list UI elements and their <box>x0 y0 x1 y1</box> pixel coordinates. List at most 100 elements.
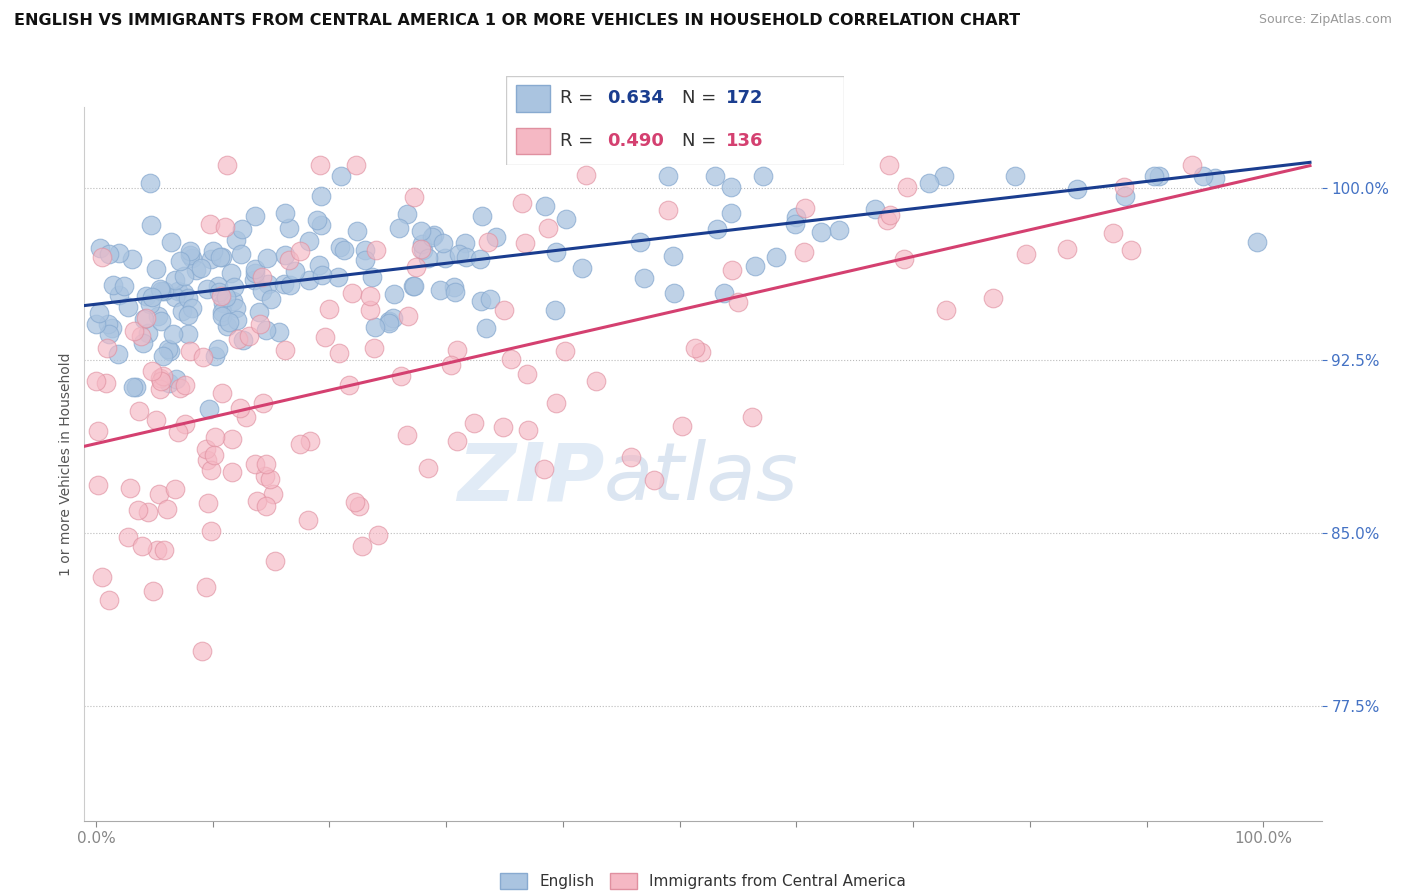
Point <box>1102 227 1125 241</box>
Point <box>246 493 269 508</box>
Text: N =: N = <box>682 88 721 107</box>
Point <box>720 180 742 194</box>
Point <box>411 224 433 238</box>
Point <box>174 378 197 392</box>
Point <box>259 472 281 486</box>
Point <box>283 264 305 278</box>
Point <box>84 374 107 388</box>
FancyBboxPatch shape <box>516 128 550 154</box>
Point <box>90 570 112 584</box>
Point <box>309 189 332 203</box>
Point <box>245 262 267 277</box>
Point <box>211 385 233 400</box>
Point <box>713 286 735 301</box>
Point <box>152 349 174 363</box>
Point <box>475 321 498 335</box>
Point <box>145 412 167 426</box>
Point <box>288 244 311 258</box>
Point <box>981 291 1004 305</box>
Point <box>165 290 187 304</box>
Point <box>765 250 787 264</box>
Point <box>235 409 257 424</box>
Point <box>125 380 148 394</box>
Point <box>202 244 225 258</box>
Point <box>191 644 214 658</box>
Point <box>211 305 233 319</box>
Point <box>643 473 665 487</box>
Point <box>416 251 439 265</box>
Point <box>278 220 301 235</box>
Point <box>537 221 560 235</box>
Point <box>215 158 238 172</box>
Point <box>433 252 456 266</box>
Point <box>744 260 766 274</box>
Point <box>142 583 165 598</box>
Point <box>288 437 311 451</box>
Point <box>131 539 153 553</box>
Point <box>195 580 218 594</box>
Point <box>200 463 222 477</box>
Point <box>344 158 367 172</box>
Point <box>89 242 111 256</box>
Point <box>198 401 221 416</box>
Point <box>112 279 135 293</box>
Point <box>190 261 212 276</box>
Point <box>934 169 956 183</box>
Point <box>402 278 425 293</box>
Point <box>195 281 218 295</box>
Point <box>793 244 815 259</box>
Point <box>221 465 243 479</box>
Point <box>346 224 368 238</box>
Point <box>91 250 114 264</box>
Point <box>706 222 728 236</box>
Point <box>232 333 254 347</box>
Point <box>274 343 297 357</box>
Point <box>741 409 763 424</box>
Point <box>152 284 174 298</box>
Point <box>340 285 363 300</box>
Point <box>254 323 277 337</box>
Point <box>149 382 172 396</box>
Point <box>689 344 711 359</box>
Point <box>167 425 190 439</box>
Point <box>149 284 172 298</box>
Point <box>337 377 360 392</box>
Point <box>585 374 607 388</box>
Point <box>107 347 129 361</box>
Point <box>517 423 540 437</box>
Point <box>252 285 274 299</box>
Point <box>446 343 468 357</box>
Point <box>794 201 817 215</box>
Point <box>262 487 284 501</box>
Point <box>446 434 468 448</box>
Point <box>96 376 118 390</box>
Point <box>157 343 180 357</box>
Point <box>152 369 174 384</box>
Point <box>657 169 679 183</box>
Point <box>117 530 139 544</box>
Point <box>278 252 301 267</box>
Point <box>243 267 266 281</box>
Point <box>204 430 226 444</box>
Point <box>200 252 222 267</box>
Point <box>218 316 240 330</box>
Point <box>463 417 485 431</box>
Point <box>173 268 195 283</box>
Point <box>311 268 333 282</box>
Point <box>128 404 150 418</box>
Point <box>554 343 576 358</box>
Point <box>97 317 120 331</box>
Point <box>359 302 381 317</box>
Point <box>159 344 181 359</box>
Point <box>328 345 350 359</box>
Point <box>176 291 198 305</box>
Point <box>122 380 145 394</box>
Text: ZIP: ZIP <box>457 439 605 517</box>
Point <box>571 260 593 275</box>
Point <box>204 349 226 363</box>
Point <box>893 252 915 266</box>
Point <box>314 330 336 344</box>
Point <box>274 206 297 220</box>
Point <box>309 158 332 172</box>
Point <box>207 279 229 293</box>
